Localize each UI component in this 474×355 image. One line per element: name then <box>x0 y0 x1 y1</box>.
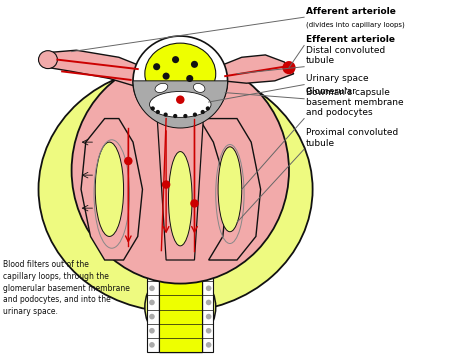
Circle shape <box>201 110 205 114</box>
Circle shape <box>206 314 211 320</box>
Polygon shape <box>199 119 261 260</box>
Circle shape <box>149 285 155 291</box>
Ellipse shape <box>150 92 211 118</box>
Polygon shape <box>156 109 204 260</box>
Text: Blood filters out of the
capillary loops, through the
glomerular basement membra: Blood filters out of the capillary loops… <box>3 260 130 316</box>
Circle shape <box>190 199 199 208</box>
Circle shape <box>149 328 155 334</box>
Ellipse shape <box>72 57 289 284</box>
Circle shape <box>206 328 211 334</box>
Circle shape <box>156 110 160 114</box>
Circle shape <box>151 106 155 110</box>
Circle shape <box>283 61 296 74</box>
Text: Distal convoluted
tubule: Distal convoluted tubule <box>306 46 385 65</box>
Ellipse shape <box>38 67 313 312</box>
Circle shape <box>172 56 179 63</box>
Ellipse shape <box>38 51 57 69</box>
Polygon shape <box>159 269 201 352</box>
Polygon shape <box>81 119 143 260</box>
Circle shape <box>124 157 133 165</box>
Circle shape <box>173 114 177 118</box>
Circle shape <box>206 300 211 305</box>
Ellipse shape <box>168 152 192 246</box>
Circle shape <box>176 95 184 104</box>
Wedge shape <box>133 81 228 128</box>
Text: Afferent arteriole: Afferent arteriole <box>306 7 395 16</box>
Circle shape <box>162 180 170 189</box>
Ellipse shape <box>145 269 216 345</box>
Ellipse shape <box>95 142 124 236</box>
Polygon shape <box>147 260 213 352</box>
Ellipse shape <box>218 147 242 232</box>
Circle shape <box>191 61 198 68</box>
Circle shape <box>164 113 168 117</box>
Text: Urinary space: Urinary space <box>306 74 368 83</box>
Polygon shape <box>43 50 143 86</box>
Circle shape <box>149 342 155 348</box>
Ellipse shape <box>133 36 228 126</box>
Text: Proximal convoluted
tubule: Proximal convoluted tubule <box>306 129 398 148</box>
Polygon shape <box>218 55 294 83</box>
Circle shape <box>193 113 197 117</box>
Circle shape <box>206 342 211 348</box>
Circle shape <box>149 314 155 320</box>
Circle shape <box>183 114 188 118</box>
Text: Bowman's capsule: Bowman's capsule <box>306 88 390 97</box>
Text: (divides into capillary loops): (divides into capillary loops) <box>306 22 404 28</box>
Ellipse shape <box>145 43 216 104</box>
Text: Efferent arteriole: Efferent arteriole <box>306 35 394 44</box>
Text: Glomerular
basement membrane
and podocytes: Glomerular basement membrane and podocyt… <box>306 87 403 117</box>
Ellipse shape <box>193 83 205 92</box>
Circle shape <box>206 285 211 291</box>
Circle shape <box>153 63 160 70</box>
Ellipse shape <box>155 83 168 93</box>
Circle shape <box>149 300 155 305</box>
Circle shape <box>206 106 210 110</box>
Circle shape <box>186 75 193 82</box>
Circle shape <box>163 72 170 80</box>
Polygon shape <box>159 269 201 352</box>
